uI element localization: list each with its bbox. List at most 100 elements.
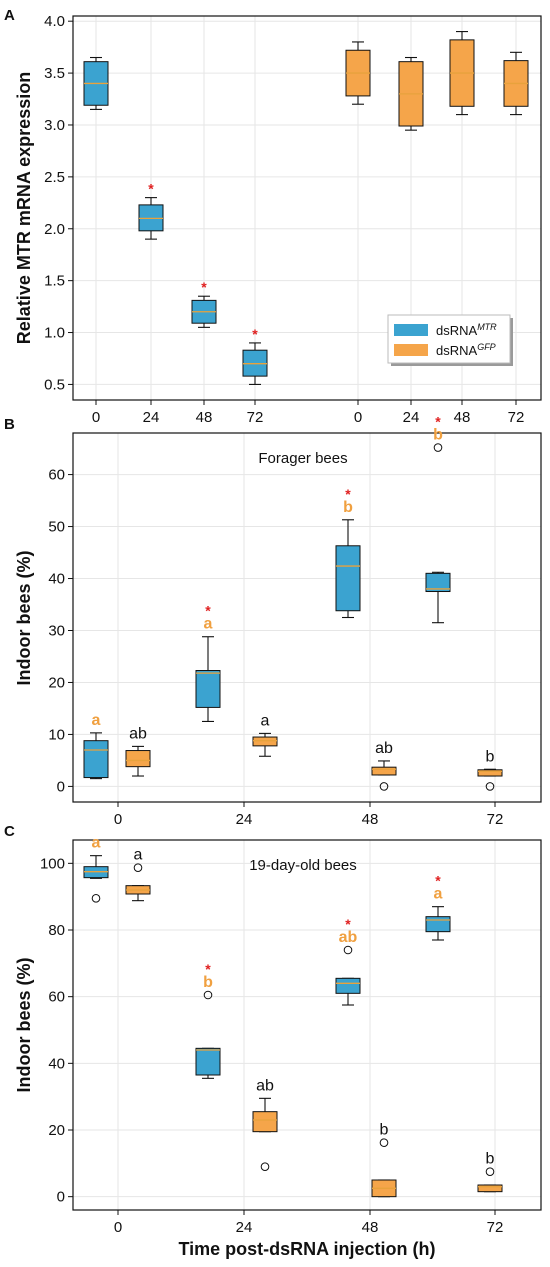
box-plot-mtr-24h: a*: [195, 603, 221, 722]
panel-b-chart: 0 10 20 30 40 50 60 0 24 48 72 Indoor bees (%) Forag…: [14, 414, 542, 828]
y-tick-label: 60: [48, 467, 65, 484]
significance-letter: b: [433, 427, 443, 444]
significance-letter: ab: [339, 929, 358, 946]
box-plot-gfp-24h: [398, 56, 424, 131]
significance-star: *: [148, 181, 154, 197]
box-iqr: [195, 1047, 221, 1076]
x-tick-label: 72: [247, 409, 264, 426]
x-tick-label: 24: [143, 409, 160, 426]
x-tick-label: 72: [508, 409, 525, 426]
y-tick-label: 0: [57, 1189, 65, 1206]
legend-label: dsRNAGFP: [436, 342, 496, 358]
legend-label: dsRNAMTR: [436, 322, 497, 338]
outlier-point: [485, 1167, 495, 1176]
y-tick-label: 20: [48, 1122, 65, 1139]
panel-label-b: B: [4, 416, 15, 433]
x-tick-label: 0: [114, 811, 122, 828]
significance-star: *: [201, 279, 207, 295]
y-tick-label: 2.5: [44, 169, 65, 186]
box-plot-mtr-0h: a: [83, 712, 109, 780]
box-iqr: [335, 545, 361, 612]
panel-title: Forager bees: [258, 450, 347, 467]
y-tick-label: 50: [48, 519, 65, 536]
box-iqr: [125, 750, 151, 768]
box-plot-gfp-0h: ab: [125, 725, 151, 777]
outlier-point: [379, 782, 389, 791]
box-iqr: [335, 977, 361, 994]
box-plot-mtr-24h: b*: [195, 961, 221, 1079]
x-tick-label: 48: [362, 1219, 379, 1236]
plot-frame: [72, 432, 542, 803]
box-plot-gfp-72h: [503, 51, 529, 116]
significance-letter: ab: [375, 740, 393, 757]
significance-letter: a: [92, 835, 101, 852]
box-plot-gfp-24h: ab: [252, 1077, 278, 1171]
significance-star: *: [205, 603, 211, 619]
x-tick-label: 24: [236, 1219, 253, 1236]
significance-star: *: [435, 414, 441, 430]
legend-label-superscript: MTR: [477, 322, 497, 332]
legend-label-superscript: GFP: [477, 342, 496, 352]
box-iqr: [425, 916, 451, 933]
x-tick-label: 72: [487, 1219, 504, 1236]
outlier-point: [433, 443, 443, 452]
y-tick-label: 60: [48, 989, 65, 1006]
box-iqr: [477, 1184, 503, 1193]
outlier-point: [379, 1138, 389, 1147]
box-iqr: [252, 736, 278, 747]
significance-letter: b: [343, 499, 353, 516]
outlier-point: [260, 1162, 270, 1171]
significance-letter: a: [134, 847, 143, 864]
y-axis-label: Indoor bees (%): [14, 957, 34, 1092]
x-tick-label: 48: [362, 811, 379, 828]
significance-letter: ab: [129, 725, 147, 742]
x-tick-label: 48: [196, 409, 213, 426]
plot-frame: [72, 15, 542, 401]
significance-letter: b: [486, 748, 495, 765]
x-tick-label: 48: [454, 409, 471, 426]
x-axis-label: Time post-dsRNA injection (h): [178, 1239, 435, 1259]
box-plot-mtr-48h: *: [191, 279, 217, 328]
outlier-point: [203, 990, 213, 1000]
box-plot-gfp-72h: b: [477, 748, 503, 791]
box-plot-mtr-72h: *: [242, 326, 268, 385]
significance-letter: ab: [256, 1077, 274, 1094]
y-tick-label: 80: [48, 922, 65, 939]
y-tick-label: 2.0: [44, 221, 65, 238]
outlier-point: [133, 863, 143, 872]
box-plot-mtr-48h: b*: [335, 486, 361, 619]
box-plot-gfp-48h: b: [371, 1122, 397, 1198]
box-iqr: [477, 769, 503, 777]
y-axis-label: Relative MTR mRNA expression: [14, 72, 34, 344]
plot-frame: [72, 839, 542, 1211]
box-plot-mtr-72h: b*: [425, 414, 451, 624]
y-tick-label: 20: [48, 674, 65, 691]
x-tick-label: 24: [403, 409, 420, 426]
box-plot-gfp-0h: [345, 41, 371, 105]
box-iqr: [195, 670, 221, 708]
panel-a-chart: 0.5 1.0 1.5 2.0 2.5 3.0 3.5 4.0 0 24 48 72 0 24 48 72 Re…: [14, 13, 542, 426]
box-iqr: [371, 766, 397, 776]
box-plot-mtr-48h: ab*: [335, 916, 361, 1006]
box-plot-gfp-48h: [449, 31, 475, 116]
box-iqr: [425, 572, 451, 593]
significance-star: *: [345, 486, 351, 502]
y-tick-label: 10: [48, 726, 65, 743]
y-tick-label: 4.0: [44, 13, 65, 30]
significance-letter: b: [486, 1151, 495, 1168]
significance-letter: b: [203, 974, 213, 991]
box-plot-mtr-24h: *: [138, 181, 164, 240]
y-tick-label: 30: [48, 622, 65, 639]
legend-label-main: dsRNA: [436, 343, 478, 358]
outlier-point: [343, 945, 353, 955]
y-tick-label: 100: [40, 855, 65, 872]
y-tick-label: 3.5: [44, 65, 65, 82]
y-tick-label: 40: [48, 571, 65, 588]
significance-star: *: [435, 873, 441, 889]
y-tick-label: 40: [48, 1055, 65, 1072]
significance-star: *: [205, 961, 211, 977]
significance-letter: a: [92, 712, 101, 729]
y-tick-label: 3.0: [44, 117, 65, 134]
